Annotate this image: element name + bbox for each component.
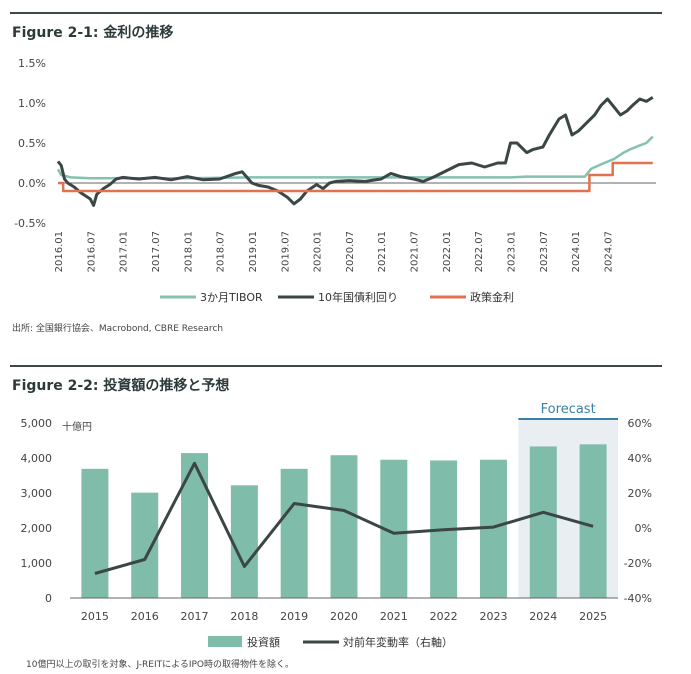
x-tick-label: 2024.01	[571, 231, 582, 272]
x-tick-label: 2018.01	[183, 231, 194, 272]
y-tick-label: 1.5%	[18, 57, 46, 70]
bar-2018	[230, 485, 258, 598]
rate-line-chart: 1.5% 1.0% 0.5% 0.0% -0.5% 2016.01 2016.07 2017.…	[14, 57, 656, 304]
bar-2016	[131, 492, 159, 598]
legend-swatch-bar	[208, 636, 242, 647]
x-tick-label: 2021.01	[377, 231, 388, 272]
yoy-change-line	[94, 461, 594, 575]
y-tick-label: 1.0%	[18, 97, 46, 110]
y-tick-label: 0.0%	[18, 177, 46, 190]
x-tick-label: 2022	[430, 610, 458, 623]
x-tick-label: 2022.01	[442, 231, 453, 272]
y-left-tick-label: 2,000	[21, 522, 53, 535]
figure1-top-rule	[10, 12, 662, 14]
x-tick-label: 2016.07	[86, 231, 97, 272]
x-tick-label: 2021.07	[410, 231, 421, 272]
x-tick-label: 2018.07	[216, 231, 227, 272]
series-line-1	[56, 96, 654, 207]
forecast-label: Forecast	[541, 402, 596, 417]
x-tick-label: 2019.01	[248, 231, 259, 272]
x-tick-label: 2025	[579, 610, 607, 623]
bar-2024	[529, 446, 557, 598]
y-left-unit: 十億円	[62, 420, 92, 433]
bar-2019	[280, 468, 308, 598]
x-tick-label: 2020.07	[345, 231, 356, 272]
y-left-tick-label: 3,000	[21, 487, 53, 500]
x-tick-label: 2016.01	[54, 231, 65, 272]
x-tick-label: 2020	[330, 610, 358, 623]
y-left-tick-label: 4,000	[21, 452, 53, 465]
x-tick-label: 2022.07	[474, 231, 485, 272]
x-tick-label: 2023.07	[539, 231, 550, 272]
x-tick-label: 2019.07	[280, 231, 291, 272]
figure1-source: 出所: 全国銀行協会、Macrobond, CBRE Research	[12, 324, 224, 334]
legend-label: 投資額	[247, 635, 280, 649]
figure2-footnote: 10億円以上の取引を対象、J-REITによるIPO時の取得物件を除く。	[26, 660, 295, 670]
y-right-tick-label: 20%	[628, 487, 652, 500]
x-tick-label: 2024.07	[604, 231, 615, 272]
x-tick-label: 2018	[230, 610, 258, 623]
y-left-tick-label: 1,000	[21, 557, 53, 570]
x-tick-label: 2015	[81, 610, 109, 623]
y-tick-label: -0.5%	[14, 217, 46, 230]
x-tick-label: 2019	[280, 610, 308, 623]
figure2-title: Figure 2-2: 投資額の推移と予想	[12, 378, 230, 394]
x-tick-label: 2017.07	[151, 231, 162, 272]
x-tick-label: 2024	[529, 610, 557, 623]
x-tick-label: 2023.01	[507, 231, 518, 272]
y-right-tick-label: 0%	[635, 522, 652, 535]
legend-label: 3か月TIBOR	[200, 291, 263, 304]
bar-2015	[81, 468, 109, 598]
series-line-0	[56, 135, 654, 180]
legend-label: 政策金利	[470, 290, 514, 304]
series-line-2	[58, 161, 653, 193]
legend-label: 対前年変動率（右軸）	[343, 635, 453, 649]
legend-label: 10年国債利回り	[318, 290, 398, 304]
y-left-tick-label: 0	[45, 592, 52, 605]
bar-2017	[181, 453, 209, 598]
x-tick-label: 2017.01	[119, 231, 130, 272]
x-tick-label: 2023	[479, 610, 507, 623]
bar-2020	[330, 455, 358, 598]
bar-2025	[579, 444, 607, 598]
y-right-tick-label: 60%	[628, 417, 652, 430]
x-tick-label: 2017	[181, 610, 209, 623]
x-tick-label: 2020.01	[313, 231, 324, 272]
x-tick-label: 2016	[131, 610, 159, 623]
y-right-tick-label: -20%	[624, 557, 652, 570]
figure2-top-rule	[10, 365, 662, 367]
y-left-tick-label: 5,000	[21, 417, 53, 430]
y-tick-label: 0.5%	[18, 137, 46, 150]
figure1-title: Figure 2-1: 金利の推移	[12, 25, 174, 41]
y-right-tick-label: -40%	[624, 592, 652, 605]
x-tick-label: 2021	[380, 610, 408, 623]
y-right-tick-label: 40%	[628, 452, 652, 465]
investment-bar-chart: Forecast 5,000 4,000 3,000 2,000 1,000 0 十億円 60%…	[21, 402, 653, 649]
